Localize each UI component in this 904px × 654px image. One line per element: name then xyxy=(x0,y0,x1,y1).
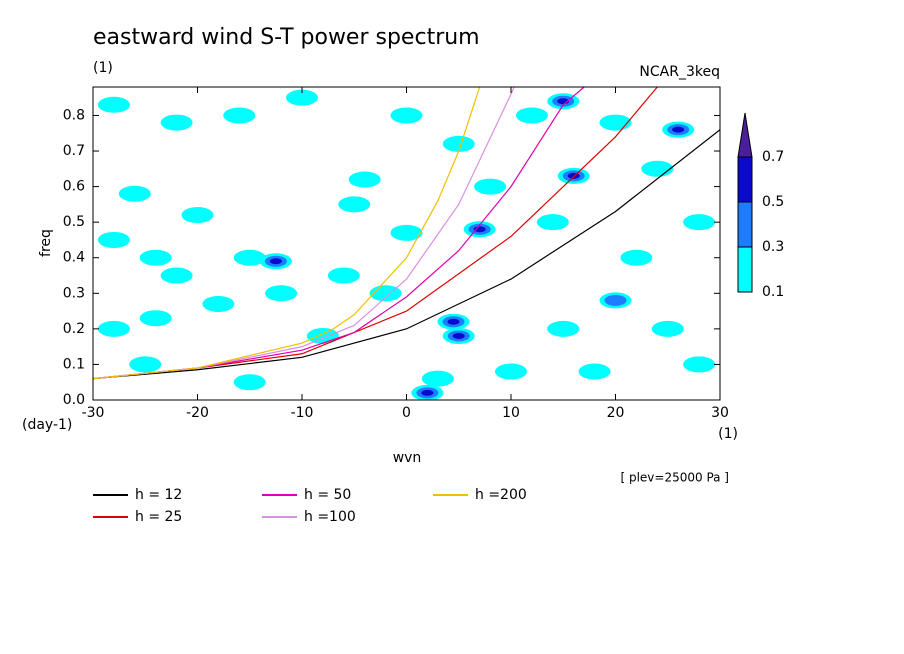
x-tick-label: 10 xyxy=(502,405,520,421)
contour-blob xyxy=(651,320,684,337)
contour-blob xyxy=(269,258,282,265)
contour-blob xyxy=(97,231,130,248)
y-axis-label: freq xyxy=(38,229,54,257)
legend-label: h =200 xyxy=(475,487,527,503)
contour-blob xyxy=(390,224,423,241)
contour-blob xyxy=(604,294,627,306)
contour-blob xyxy=(327,267,360,284)
contour-blob xyxy=(683,356,716,373)
contour-blob xyxy=(515,107,548,124)
contour-blob xyxy=(265,285,298,302)
contour-blob xyxy=(421,370,454,387)
contour-blob xyxy=(620,249,653,266)
contour-blob xyxy=(118,185,151,202)
dispersion-curve xyxy=(93,129,720,380)
dispersion-curve xyxy=(93,87,585,380)
y-tick-label: 0.8 xyxy=(63,107,85,123)
contour-blob xyxy=(233,374,266,391)
contour-blob xyxy=(202,295,235,312)
legend-label: h = 50 xyxy=(304,487,351,503)
contour-blob xyxy=(223,107,256,124)
colorbar-label: 0.7 xyxy=(762,149,784,165)
colorbar-label: 0.3 xyxy=(762,239,784,255)
y-tick-label: 0.0 xyxy=(63,392,85,408)
y-tick-label: 0.5 xyxy=(63,214,85,230)
contour-blob xyxy=(160,114,193,131)
y-tick-label: 0.3 xyxy=(63,285,85,301)
x-tick-label: -20 xyxy=(186,405,209,421)
colorbar-segment xyxy=(737,246,753,293)
contour-blob xyxy=(233,249,266,266)
contour-blob xyxy=(495,363,527,380)
y-tick-label: 0.1 xyxy=(63,356,85,372)
plot-frame xyxy=(92,86,721,401)
contour-blob xyxy=(338,196,371,213)
contour-blob xyxy=(474,178,507,195)
colorbar-extend xyxy=(737,112,753,158)
contour-blob xyxy=(181,207,214,224)
contour-field xyxy=(97,89,716,400)
y-tick-label: 0.7 xyxy=(63,143,85,159)
contour-blob xyxy=(641,160,674,177)
x-axis-label: wvn xyxy=(393,450,422,466)
colorbar-label: 0.1 xyxy=(762,284,784,300)
y-tick-label: 0.4 xyxy=(63,250,85,266)
contour-blob xyxy=(536,214,569,231)
contour-blob xyxy=(447,318,460,325)
x-tick-label: 0 xyxy=(402,405,411,421)
legend-label: h = 12 xyxy=(135,487,182,503)
curves xyxy=(93,87,720,380)
model-label: NCAR_3keq xyxy=(639,64,720,80)
chart-title: eastward wind S-T power spectrum xyxy=(93,25,480,50)
x-tick-label: -30 xyxy=(82,405,105,421)
colorbar-segment xyxy=(737,201,753,248)
contour-blob xyxy=(306,327,339,344)
contour-blob xyxy=(578,363,611,380)
y-unit: (day-1) xyxy=(22,417,72,433)
contour-blob xyxy=(672,126,685,133)
contour-blob xyxy=(97,320,130,337)
colorbar-label: 0.5 xyxy=(762,194,784,210)
contour-blob xyxy=(129,356,162,373)
legend-label: h = 25 xyxy=(135,509,182,525)
x-tick-label: 20 xyxy=(607,405,625,421)
contour-blob xyxy=(390,107,423,124)
contour-blob xyxy=(139,249,172,266)
x-tick-label: 30 xyxy=(711,405,729,421)
contour-blob xyxy=(348,171,381,188)
colorbar-segment xyxy=(737,156,753,203)
legend-label: h =100 xyxy=(304,509,356,525)
y-tick-label: 0.2 xyxy=(63,321,85,337)
contour-blob xyxy=(547,320,580,337)
contour-blob xyxy=(160,267,193,284)
x-unit: (1) xyxy=(718,426,738,442)
contour-blob xyxy=(139,310,172,327)
contour-blob xyxy=(683,214,716,231)
contour-blob xyxy=(452,332,465,339)
subtitle: (1) xyxy=(93,60,113,76)
dispersion-curve xyxy=(93,87,481,380)
y-tick-label: 0.6 xyxy=(63,179,85,195)
contour-blob xyxy=(442,135,475,152)
contour-blob xyxy=(286,89,318,106)
contour-blob xyxy=(421,389,434,396)
annotation: [ plev=25000 Pa ] xyxy=(620,471,729,485)
x-tick-label: -10 xyxy=(291,405,314,421)
contour-blob xyxy=(97,96,130,113)
